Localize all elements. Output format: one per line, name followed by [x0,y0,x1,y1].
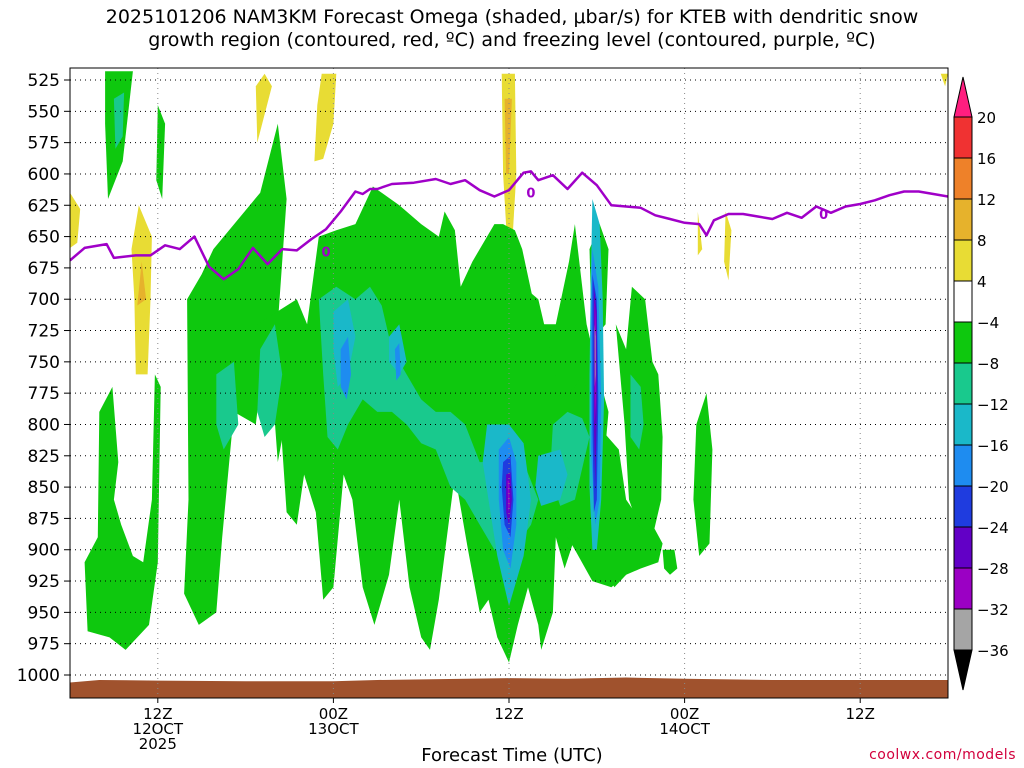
y-tick-label: 600 [28,165,60,185]
x-tick-label: 00Z [670,705,699,723]
y-tick-label: 725 [28,322,60,342]
colorbar-label: −8 [977,355,999,373]
x-axis-title: Forecast Time (UTC) [421,745,603,766]
colorbar-label: 8 [977,232,987,250]
x-tick-label: 14OCT [659,720,710,738]
terrain-layer [70,677,948,698]
y-tick-label: 825 [28,447,60,467]
omega-region [113,92,125,149]
colorbar-swatch [953,157,973,200]
y-tick-label: 525 [28,71,60,91]
colorbar-swatch [953,280,973,323]
x-tick-label: 13OCT [308,720,359,738]
y-axis: 525 550 575 600 625 650 675 700 725 750 775 800 825 8… [17,71,70,686]
y-tick-label: 675 [28,259,60,279]
omega-shading-layer [70,71,948,663]
freezing-level-layer: 0 0 0 [70,170,948,281]
colorbar-swatch [953,567,973,610]
omega-region [257,324,283,437]
x-tick-label: 12Z [143,705,172,723]
colorbar-label: 12 [977,191,996,209]
colorbar: 20 16 12 8 4 −4 −8 −12 −16 −20 −24 −28 −32 −36 [953,76,1009,691]
omega-region [84,374,161,650]
y-tick-label: 850 [28,478,60,498]
omega-region [70,192,81,249]
y-tick-label: 1000 [17,666,60,686]
colorbar-label: −32 [977,601,1009,619]
colorbar-swatch [953,485,973,528]
x-tick-label: 2025 [139,735,177,753]
colorbar-swatch [953,239,973,282]
omega-region [594,324,596,387]
colorbar-label: −20 [977,478,1009,496]
colorbar-top-arrow [953,76,973,118]
colorbar-label: 4 [977,273,987,291]
omega-region [340,336,351,400]
colorbar-swatch [953,608,973,651]
x-tick-label: 12OCT [133,720,184,738]
omega-region [504,98,512,174]
omega-region [318,286,539,556]
omega-region [697,211,703,256]
colorbar-swatch [953,526,973,569]
title-line-2: growth region (contoured, red, ºC) and f… [148,29,876,51]
omega-region [255,73,272,143]
omega-region [137,261,147,306]
colorbar-label: 20 [977,109,996,127]
colorbar-swatch [953,198,973,241]
colorbar-label: −12 [977,396,1009,414]
y-tick-label: 800 [28,415,60,435]
omega-region [940,73,948,87]
colorbar-label: 16 [977,150,996,168]
title-line-1: 2025101206 NAM3KM Forecast Omega (shaded… [105,6,919,28]
colorbar-label: −24 [977,519,1009,537]
colorbar-swatch [953,321,973,364]
chart-title: 2025101206 NAM3KM Forecast Omega (shaded… [0,6,1024,52]
omega-region [535,449,568,506]
colorbar-label: −28 [977,560,1009,578]
colorbar-label: −16 [977,437,1009,455]
y-tick-label: 650 [28,228,60,248]
colorbar-swatch [953,403,973,446]
x-tick-label: 12Z [846,705,875,723]
freezing-level-line [70,170,948,281]
y-tick-label: 875 [28,509,60,529]
y-tick-label: 950 [28,603,60,623]
x-tick-label: 12Z [494,705,523,723]
omega-region [693,393,713,556]
omega-region [156,105,166,199]
colorbar-label: −36 [977,642,1009,660]
colorbar-bottom-arrow [953,649,973,691]
colorbar-label: −4 [977,314,999,332]
y-tick-label: 900 [28,541,60,561]
y-tick-label: 775 [28,384,60,404]
y-tick-label: 700 [28,290,60,310]
y-tick-label: 925 [28,572,60,592]
grid-layer [70,68,948,698]
freezing-level-label: 0 [526,187,535,202]
omega-region [724,211,732,281]
colorbar-swatch [953,116,973,159]
y-tick-label: 575 [28,134,60,154]
omega-region [394,343,401,381]
terrain-surface [70,677,948,698]
freezing-level-label: 0 [819,208,828,223]
freezing-level-label: 0 [322,246,331,261]
omega-region [184,123,290,625]
omega-region [216,361,239,450]
colorbar-swatch [953,362,973,405]
omega-region [314,73,337,162]
y-tick-label: 550 [28,102,60,122]
y-tick-label: 750 [28,353,60,373]
y-tick-label: 625 [28,196,60,216]
omega-region [662,549,678,575]
credit-text: coolwx.com/models [869,747,1016,763]
colorbar-swatch [953,444,973,487]
x-tick-label: 00Z [319,705,348,723]
y-tick-label: 975 [28,635,60,655]
